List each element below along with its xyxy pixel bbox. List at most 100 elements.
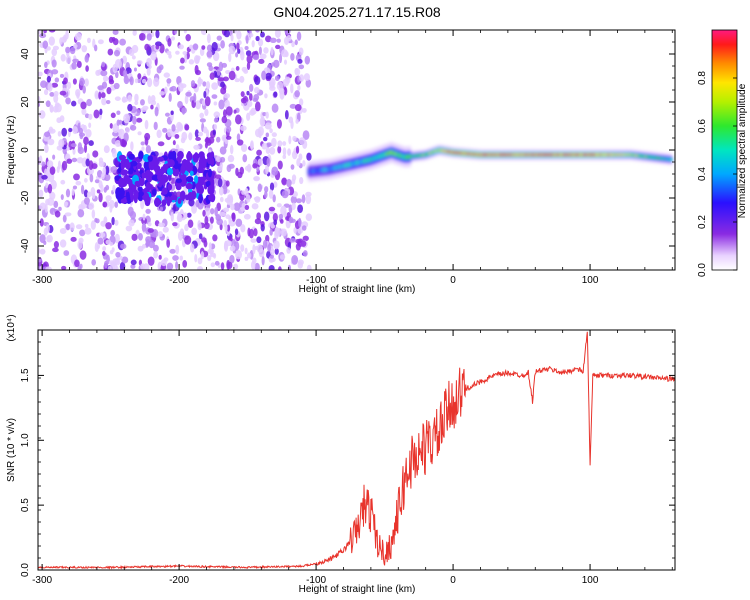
- noise-speckle: [43, 30, 47, 34]
- noise-speckle: [112, 30, 119, 35]
- noise-speckle: [121, 96, 129, 103]
- noise-speckle: [178, 44, 184, 50]
- noise-speckle: [201, 237, 207, 243]
- noise-speckle: [300, 240, 307, 247]
- noise-speckle: [147, 256, 155, 266]
- noise-speckle: [145, 236, 152, 244]
- noise-speckle: [105, 222, 112, 230]
- noise-speckle: [38, 265, 41, 270]
- noise-speckle: [137, 73, 142, 80]
- noise-speckle: [248, 93, 253, 101]
- noise-speckle: [100, 220, 107, 227]
- colorbar-tick-label: 0.6: [697, 119, 708, 133]
- noise-cluster: [207, 185, 215, 196]
- noise-cluster: [197, 184, 204, 195]
- noise-speckle: [82, 85, 86, 94]
- noise-speckle: [257, 158, 264, 166]
- noise-speckle: [65, 46, 71, 54]
- noise-speckle: [88, 160, 94, 171]
- noise-speckle: [204, 137, 211, 144]
- noise-cluster: [120, 198, 128, 204]
- noise-speckle: [233, 202, 241, 212]
- noise-cluster: [199, 176, 206, 183]
- y-tick-label: 1.0: [20, 433, 31, 447]
- noise-speckle: [271, 103, 279, 113]
- noise-speckle: [191, 227, 198, 236]
- noise-cluster: [161, 187, 168, 195]
- figure-title: GN04.2025.271.17.15.R08: [273, 4, 441, 20]
- noise-speckle: [219, 146, 227, 155]
- noise-speckle: [86, 191, 92, 198]
- noise-speckle: [43, 89, 49, 96]
- noise-speckle: [41, 174, 48, 180]
- noise-speckle: [195, 136, 201, 142]
- noise-speckle: [197, 79, 202, 87]
- noise-speckle: [45, 266, 52, 270]
- noise-speckle: [111, 36, 116, 42]
- noise-speckle: [166, 238, 171, 248]
- noise-speckle: [118, 119, 123, 125]
- noise-speckle: [99, 108, 103, 116]
- noise-speckle: [290, 53, 295, 61]
- noise-speckle: [280, 228, 288, 237]
- noise-speckle: [246, 100, 253, 108]
- noise-speckle: [253, 228, 258, 237]
- noise-speckle: [53, 93, 59, 103]
- noise-speckle: [295, 198, 303, 204]
- noise-speckle: [114, 139, 121, 148]
- noise-speckle: [138, 232, 143, 241]
- noise-speckle: [59, 228, 67, 235]
- noise-speckle: [222, 76, 229, 82]
- noise-speckle: [226, 259, 231, 270]
- noise-speckle: [274, 247, 279, 255]
- noise-speckle: [64, 212, 72, 217]
- noise-speckle: [146, 77, 153, 88]
- noise-speckle: [241, 66, 248, 72]
- noise-speckle: [164, 86, 168, 94]
- noise-speckle: [171, 124, 176, 132]
- noise-speckle: [278, 213, 284, 220]
- noise-speckle: [97, 85, 104, 91]
- noise-speckle: [184, 235, 192, 245]
- noise-speckle: [301, 225, 307, 231]
- noise-speckle: [244, 187, 249, 197]
- noise-speckle: [240, 91, 245, 97]
- noise-speckle: [183, 30, 187, 34]
- noise-speckle: [244, 247, 248, 255]
- spectrogram-noise: [38, 30, 313, 270]
- noise-speckle: [60, 179, 66, 185]
- noise-cluster: [117, 167, 122, 174]
- noise-speckle: [108, 79, 115, 85]
- noise-speckle: [257, 183, 263, 193]
- noise-speckle: [79, 250, 87, 260]
- noise-speckle: [273, 59, 280, 68]
- noise-speckle: [49, 92, 55, 97]
- noise-speckle: [102, 166, 107, 175]
- noise-cluster: [179, 190, 186, 201]
- noise-speckle: [150, 104, 154, 110]
- noise-speckle: [109, 250, 114, 255]
- noise-speckle: [270, 62, 276, 67]
- noise-speckle: [277, 140, 283, 147]
- noise-speckle: [98, 192, 103, 203]
- noise-cluster: [115, 190, 122, 200]
- noise-speckle: [94, 90, 100, 100]
- noise-cluster: [207, 168, 213, 178]
- snr-y-label: SNR (10 * v/v): [6, 418, 17, 482]
- noise-cluster: [207, 155, 212, 165]
- noise-speckle: [57, 130, 62, 137]
- noise-speckle: [267, 244, 271, 252]
- noise-speckle: [166, 262, 174, 270]
- noise-speckle: [273, 91, 278, 98]
- noise-speckle: [201, 45, 206, 50]
- noise-speckle: [41, 161, 46, 167]
- noise-speckle: [102, 201, 108, 208]
- noise-speckle: [166, 50, 172, 56]
- noise-speckle: [206, 33, 211, 44]
- noise-speckle: [98, 232, 106, 238]
- noise-speckle: [201, 99, 206, 106]
- noise-speckle: [241, 143, 248, 153]
- noise-speckle: [218, 186, 224, 196]
- noise-cluster: [170, 194, 178, 201]
- noise-speckle: [215, 174, 222, 179]
